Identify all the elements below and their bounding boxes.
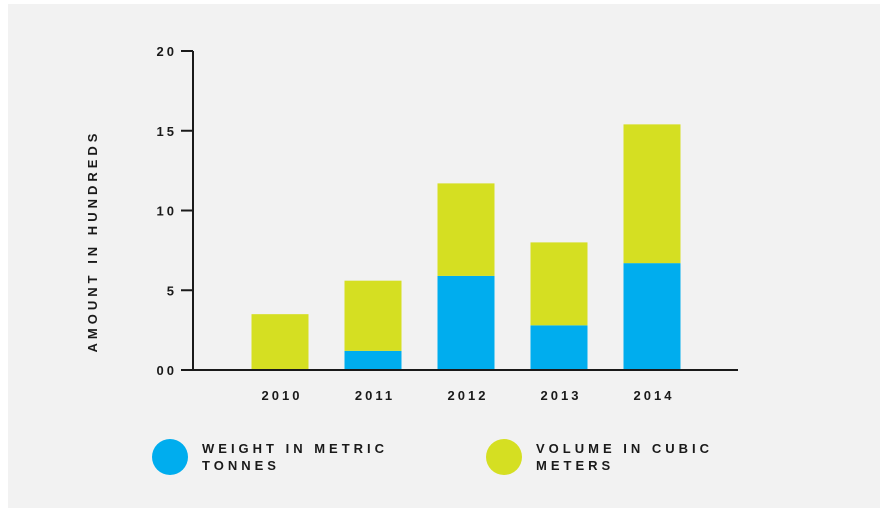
chart-panel: AMOUNT IN HUNDREDS 00 5 10 15 20 2010 2011 201… bbox=[8, 4, 880, 508]
bar-2013-weight bbox=[530, 325, 588, 370]
bar-2011-volume bbox=[344, 280, 402, 351]
legend-item-weight: WEIGHT IN METRIC TONNES bbox=[152, 439, 452, 475]
legend-item-volume: VOLUME IN CUBIC METERS bbox=[486, 439, 786, 475]
x-tick-label-2014: 2014 bbox=[634, 388, 675, 403]
y-axis-title: AMOUNT IN HUNDREDS bbox=[85, 130, 100, 353]
y-tick-label: 20 bbox=[157, 44, 177, 59]
legend-swatch-weight bbox=[152, 439, 188, 475]
y-tick-label: 10 bbox=[157, 204, 177, 219]
legend-label-volume: VOLUME IN CUBIC METERS bbox=[536, 441, 713, 473]
y-tick-label: 5 bbox=[167, 283, 177, 298]
x-tick-label-2013: 2013 bbox=[541, 388, 582, 403]
bar-2012-volume bbox=[437, 183, 495, 276]
y-ticks-group: 00 5 10 15 20 bbox=[157, 44, 193, 378]
legend-swatch-volume bbox=[486, 439, 522, 475]
y-tick-label: 15 bbox=[157, 124, 177, 139]
x-tick-label-2011: 2011 bbox=[355, 388, 395, 403]
bar-2013-volume bbox=[530, 242, 588, 326]
bars-group bbox=[251, 124, 681, 370]
y-tick-label: 00 bbox=[157, 363, 177, 378]
x-tick-label-2010: 2010 bbox=[262, 388, 303, 403]
bar-2010-volume bbox=[251, 314, 309, 370]
bar-2012-weight bbox=[437, 275, 495, 370]
bar-2014-weight bbox=[623, 263, 681, 370]
legend-label-weight: WEIGHT IN METRIC TONNES bbox=[202, 441, 389, 473]
x-tick-label-2012: 2012 bbox=[448, 388, 489, 403]
bar-2014-volume bbox=[623, 124, 681, 264]
x-ticks-group: 2010 2011 2012 2013 2014 bbox=[262, 388, 675, 403]
bar-2011-weight bbox=[344, 350, 402, 370]
